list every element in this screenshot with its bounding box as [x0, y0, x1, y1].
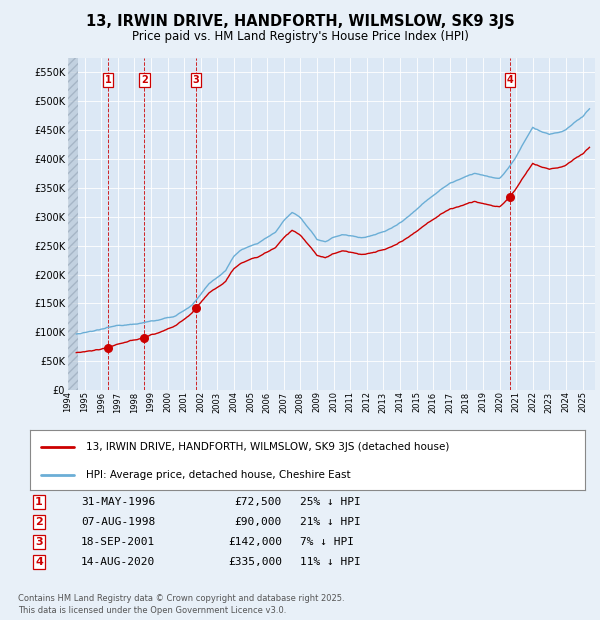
Text: 4: 4: [506, 74, 513, 84]
Text: £142,000: £142,000: [228, 537, 282, 547]
Text: 1: 1: [35, 497, 43, 507]
Text: 25% ↓ HPI: 25% ↓ HPI: [300, 497, 361, 507]
Text: 07-AUG-1998: 07-AUG-1998: [81, 517, 155, 527]
Text: 14-AUG-2020: 14-AUG-2020: [81, 557, 155, 567]
Text: 2: 2: [141, 74, 148, 84]
Text: 31-MAY-1996: 31-MAY-1996: [81, 497, 155, 507]
Text: 3: 3: [35, 537, 43, 547]
Text: £72,500: £72,500: [235, 497, 282, 507]
Text: Contains HM Land Registry data © Crown copyright and database right 2025.
This d: Contains HM Land Registry data © Crown c…: [18, 594, 344, 615]
Text: 13, IRWIN DRIVE, HANDFORTH, WILMSLOW, SK9 3JS (detached house): 13, IRWIN DRIVE, HANDFORTH, WILMSLOW, SK…: [86, 442, 449, 452]
Text: £335,000: £335,000: [228, 557, 282, 567]
Text: 3: 3: [193, 74, 200, 84]
Bar: [68, 58, 77, 390]
Text: £90,000: £90,000: [235, 517, 282, 527]
Text: 4: 4: [35, 557, 43, 567]
Text: 11% ↓ HPI: 11% ↓ HPI: [300, 557, 361, 567]
Text: 13, IRWIN DRIVE, HANDFORTH, WILMSLOW, SK9 3JS: 13, IRWIN DRIVE, HANDFORTH, WILMSLOW, SK…: [86, 14, 514, 29]
Point: [191, 303, 201, 313]
Text: 1: 1: [105, 74, 112, 84]
Text: 18-SEP-2001: 18-SEP-2001: [81, 537, 155, 547]
Text: 7% ↓ HPI: 7% ↓ HPI: [300, 537, 354, 547]
Text: Price paid vs. HM Land Registry's House Price Index (HPI): Price paid vs. HM Land Registry's House …: [131, 30, 469, 43]
Text: 21% ↓ HPI: 21% ↓ HPI: [300, 517, 361, 527]
Point: [103, 343, 113, 353]
Text: 2: 2: [35, 517, 43, 527]
Point: [140, 333, 149, 343]
Point: [505, 192, 515, 202]
Text: HPI: Average price, detached house, Cheshire East: HPI: Average price, detached house, Ches…: [86, 470, 350, 480]
